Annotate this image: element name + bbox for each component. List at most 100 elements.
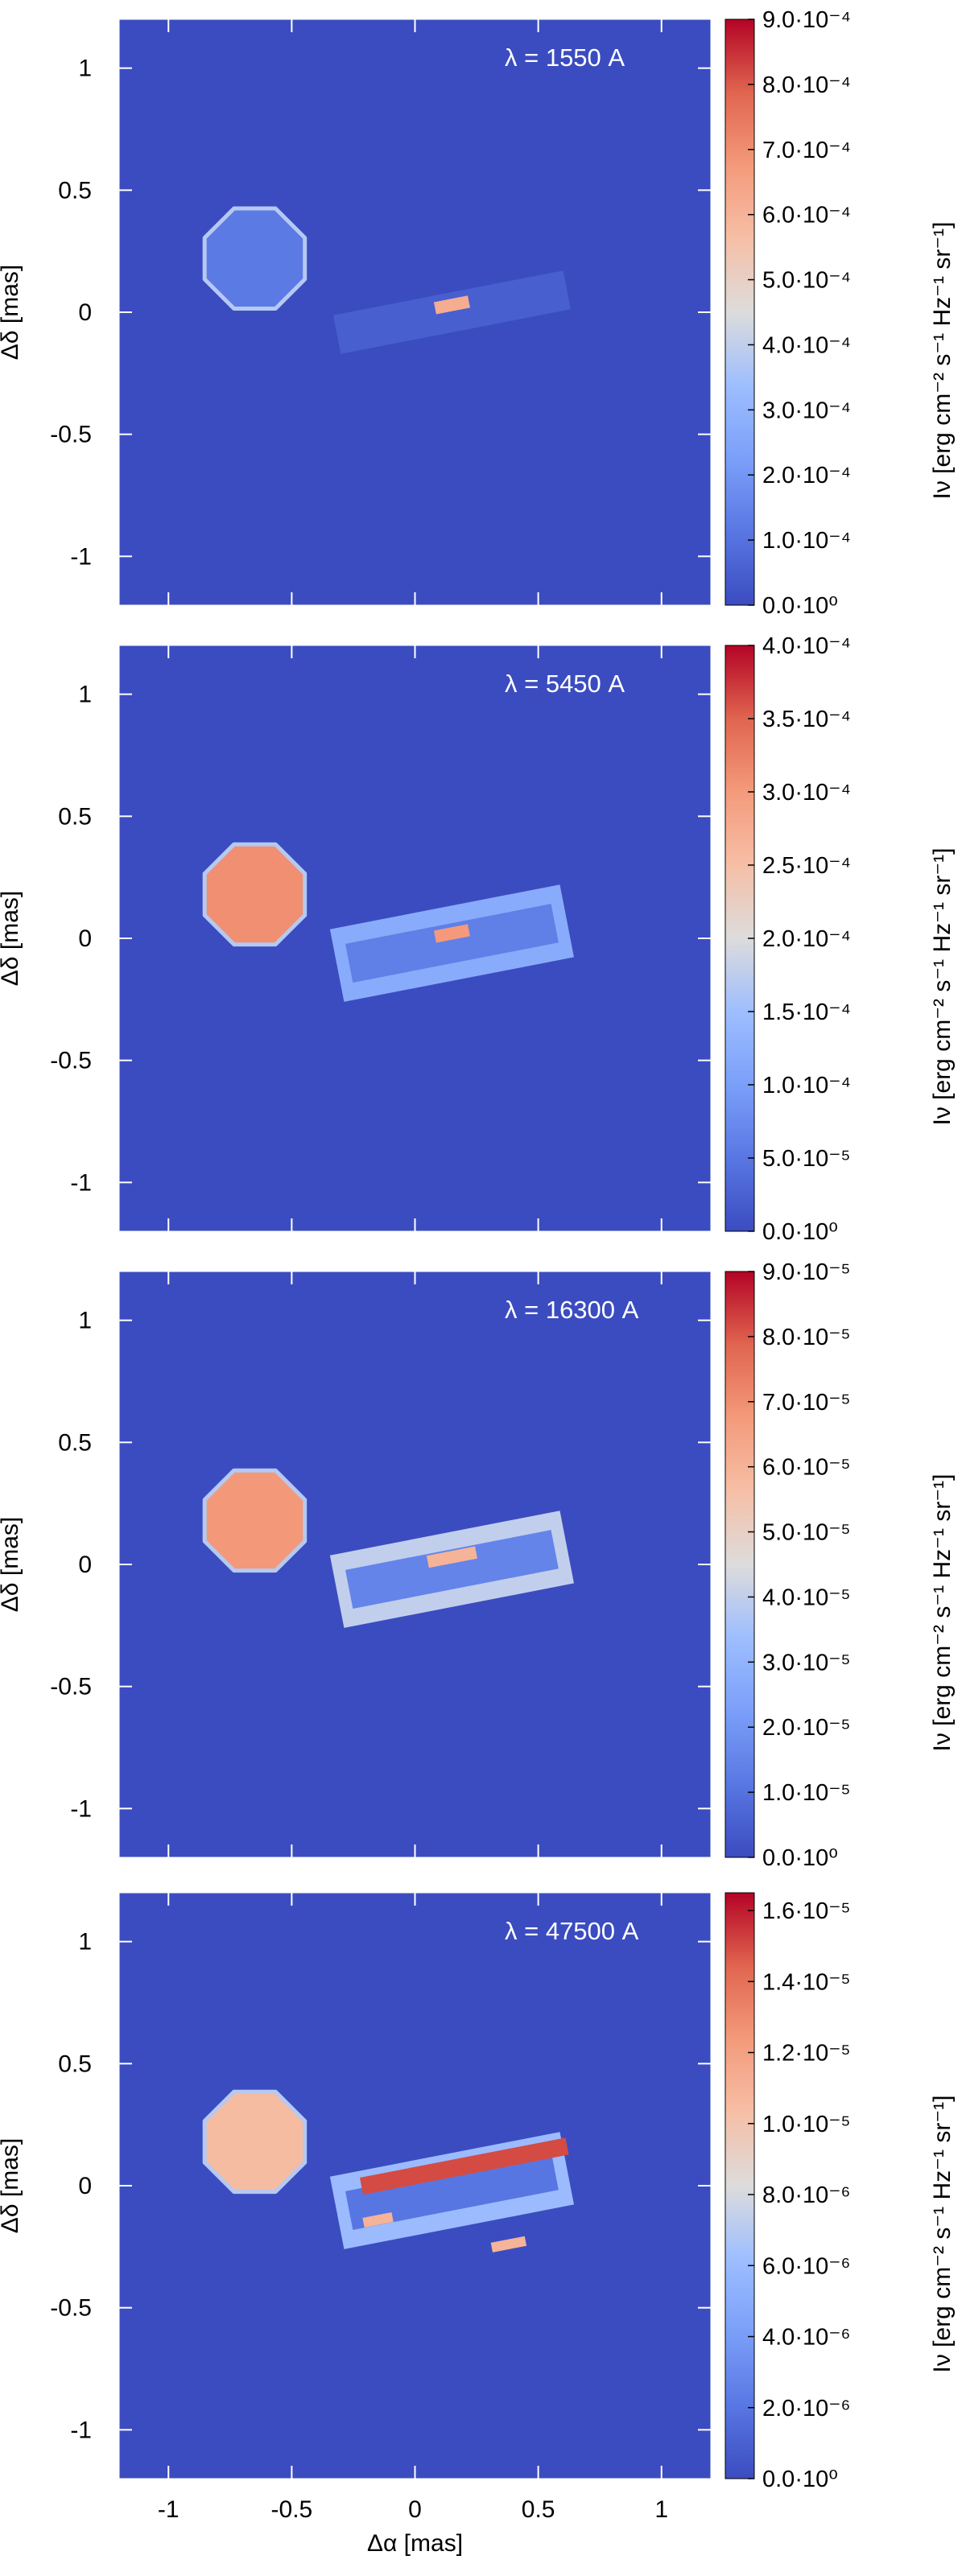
y-tick-label: -1 [70, 1169, 92, 1196]
colorbar-title: Iν [erg cm⁻² s⁻¹ Hz⁻¹ sr⁻¹] [929, 1474, 956, 1752]
y-axis-title: Δδ [mas] [0, 1517, 23, 1612]
heatmap-feature-disk-inner [345, 2151, 559, 2230]
y-axis-title: Δδ [mas] [0, 891, 23, 986]
y-tick-label: 1 [78, 682, 92, 708]
colorbar-tick-label: 3.5·10⁻⁴ [762, 707, 851, 732]
colorbar-tick-label: 1.4·10⁻⁵ [762, 1969, 851, 1995]
y-tick-label: 1 [78, 1308, 92, 1334]
panel-4: 1 0.5 0 -0.5 -1 -1 -0.5 0 0.5 1 λ = 47500 A Δδ [mas… [0, 1892, 956, 2557]
colorbar: 0.0·10⁰ 1.0·10⁻⁵ 2.0·10⁻⁵ 3.0·10⁻⁵ 4.0·10⁻⁵ 5… [724, 1259, 956, 1871]
colorbar-tick-label: 1.0·10⁻⁴ [762, 528, 851, 554]
heatmap-feature-star [202, 842, 308, 947]
y-tick-label: 0 [78, 1552, 92, 1578]
colorbar-tick-label: 2.0·10⁻⁵ [762, 1715, 851, 1741]
colorbar-tick-label: 1.2·10⁻⁵ [762, 2041, 851, 2067]
x-tick-label: 1 [654, 2496, 668, 2523]
wavelength-label: λ = 1550 A [505, 43, 625, 72]
colorbar-tick-label: 9.0·10⁻⁴ [762, 7, 851, 33]
heatmap-feature-star [202, 2089, 308, 2195]
colorbar-tick-label: 6.0·10⁻⁵ [762, 1455, 851, 1481]
colorbar-scale [724, 1271, 755, 1858]
colorbar-title: Iν [erg cm⁻² s⁻¹ Hz⁻¹ sr⁻¹] [929, 848, 956, 1126]
heatmap-feature-star [202, 206, 308, 311]
colorbar-scale [724, 1892, 755, 2479]
colorbar-scale [724, 19, 755, 606]
colorbar-tick-label: 8.0·10⁻⁵ [762, 1325, 851, 1350]
colorbar-tick-label: 4.0·10⁻⁴ [762, 633, 851, 659]
colorbar-tick-label: 3.0·10⁻⁵ [762, 1650, 851, 1675]
colorbar-tick-label: 5.0·10⁻⁵ [762, 1146, 851, 1172]
y-tick-label: 0 [78, 2173, 92, 2199]
colorbar-tick-label: 2.0·10⁻⁴ [762, 463, 851, 488]
colorbar-tick-label: 3.0·10⁻⁴ [762, 780, 851, 806]
y-axis-title: Δδ [mas] [0, 265, 23, 360]
y-tick-label: 1 [78, 56, 92, 82]
x-tick-label: -0.5 [271, 2496, 313, 2523]
colorbar-tick-label: 0.0·10⁰ [762, 593, 838, 619]
panel-1: 1 0.5 0 -0.5 -1 λ = 1550 A Δδ [mas] 0.0·10⁰ 1.0·… [0, 7, 956, 619]
colorbar-title: Iν [erg cm⁻² s⁻¹ Hz⁻¹ sr⁻¹] [929, 222, 956, 500]
x-axis-title: Δα [mas] [367, 2530, 463, 2557]
colorbar-tick-label: 1.0·10⁻⁴ [762, 1073, 851, 1098]
x-tick-label: -1 [158, 2496, 180, 2523]
x-tick-label: 0.5 [522, 2496, 555, 2523]
y-tick-label: 1 [78, 1929, 92, 1956]
y-tick-label: -0.5 [50, 1048, 92, 1074]
heatmap-feature-disk-inner [345, 904, 559, 983]
y-tick-label: 0.5 [58, 1429, 92, 1456]
colorbar-tick-label: 0.0·10⁰ [762, 2467, 838, 2492]
heatmap-feature-disk-bottom-spot-right [490, 2236, 527, 2252]
colorbar: 0.0·10⁰ 2.0·10⁻⁶ 4.0·10⁻⁶ 6.0·10⁻⁶ 8.0·10⁻⁶ 1… [724, 1892, 956, 2492]
colorbar-tick-label: 1.0·10⁻⁵ [762, 1780, 851, 1806]
heatmap-feature-disk-outer [332, 270, 571, 354]
colorbar-title: Iν [erg cm⁻² s⁻¹ Hz⁻¹ sr⁻¹] [929, 2096, 956, 2373]
y-tick-label: 0.5 [58, 177, 92, 204]
colorbar-tick-label: 2.5·10⁻⁴ [762, 853, 851, 879]
y-tick-label: 0 [78, 299, 92, 326]
y-tick-label: -1 [70, 2417, 92, 2443]
colorbar-tick-label: 1.5·10⁻⁴ [762, 999, 851, 1025]
heatmap-feature-star [202, 1468, 308, 1573]
heatmap-feature-core [426, 1546, 477, 1568]
colorbar-tick-label: 4.0·10⁻⁶ [762, 2325, 850, 2351]
colorbar-tick-label: 0.0·10⁰ [762, 1219, 838, 1245]
wavelength-label: λ = 5450 A [505, 670, 625, 698]
colorbar-tick-label: 3.0·10⁻⁴ [762, 398, 851, 423]
wavelength-label: λ = 47500 A [505, 1917, 639, 1945]
colorbar-tick-label: 8.0·10⁻⁴ [762, 72, 851, 98]
y-tick-label: 0.5 [58, 803, 92, 830]
heatmap-feature-disk-inner [345, 1530, 559, 1609]
colorbar-tick-label: 7.0·10⁻⁵ [762, 1390, 851, 1416]
panels: 1 0.5 0 -0.5 -1 λ = 1550 A Δδ [mas] 0.0·10⁰ 1.0·… [0, 7, 956, 2557]
y-axis-title: Δδ [mas] [0, 2138, 23, 2233]
colorbar-tick-label: 6.0·10⁻⁴ [762, 203, 851, 229]
y-tick-label: -0.5 [50, 422, 92, 448]
x-tick-label: 0 [408, 2496, 422, 2523]
colorbar-tick-label: 2.0·10⁻⁶ [762, 2396, 850, 2421]
heatmap-feature-disk-top-band [359, 2137, 569, 2195]
colorbar-tick-label: 5.0·10⁻⁵ [762, 1520, 851, 1546]
colorbar-tick-label: 9.0·10⁻⁵ [762, 1259, 851, 1285]
colorbar: 0.0·10⁰ 1.0·10⁻⁴ 2.0·10⁻⁴ 3.0·10⁻⁴ 4.0·10⁻⁴ 5… [724, 7, 956, 619]
heatmap-feature-disk-bottom-spot-left [362, 2211, 394, 2228]
colorbar-tick-label: 8.0·10⁻⁶ [762, 2182, 850, 2208]
wavelength-label: λ = 16300 A [505, 1296, 639, 1324]
colorbar-tick-label: 7.0·10⁻⁴ [762, 138, 851, 163]
colorbar-tick-label: 4.0·10⁻⁴ [762, 332, 851, 358]
colorbar-tick-label: 2.0·10⁻⁴ [762, 926, 851, 952]
colorbar-tick-label: 1.6·10⁻⁵ [762, 1898, 851, 1924]
y-tick-label: -1 [70, 543, 92, 570]
panel-2: 1 0.5 0 -0.5 -1 λ = 5450 A Δδ [mas] 0.0·10⁰ 5.0·… [0, 633, 956, 1245]
y-tick-label: 0.5 [58, 2050, 92, 2077]
y-tick-label: -1 [70, 1795, 92, 1822]
heatmap-feature-core [433, 924, 470, 943]
colorbar-tick-label: 1.0·10⁻⁵ [762, 2112, 851, 2137]
colorbar-tick-label: 0.0·10⁰ [762, 1845, 838, 1871]
colorbar-tick-label: 5.0·10⁻⁴ [762, 268, 851, 294]
y-tick-label: -0.5 [50, 1674, 92, 1700]
panel-3: 1 0.5 0 -0.5 -1 λ = 16300 A Δδ [mas] 0.0·10⁰ 1.0… [0, 1259, 956, 1871]
colorbar-tick-label: 6.0·10⁻⁶ [762, 2253, 850, 2279]
y-tick-label: 0 [78, 925, 92, 952]
y-tick-label: -0.5 [50, 2295, 92, 2322]
